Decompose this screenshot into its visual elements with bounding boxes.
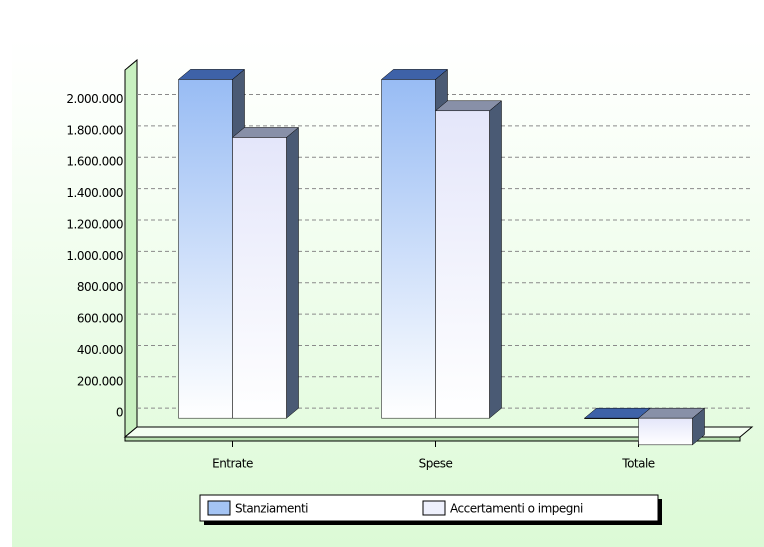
bar	[232, 137, 287, 419]
y-tick-label: 1.600.000	[66, 155, 123, 169]
bar	[435, 110, 490, 419]
bar	[381, 79, 436, 419]
y-tick-label: 1.400.000	[66, 186, 123, 200]
y-tick-label: 1.800.000	[66, 123, 123, 137]
y-tick-label: 1.200.000	[66, 217, 123, 231]
left-wall	[124, 58, 138, 439]
bar	[178, 79, 233, 419]
floor-edge	[124, 436, 741, 442]
y-tick-label: 200.000	[77, 374, 123, 388]
bar-side	[286, 126, 299, 419]
bar-top	[177, 69, 246, 80]
y-tick-label: 400.000	[77, 343, 123, 357]
bar-top	[434, 100, 503, 112]
x-tick-label: Spese	[419, 457, 453, 471]
y-tick-label: 0	[116, 406, 123, 420]
bar-side	[489, 100, 502, 419]
legend-label: Stanziamenti	[235, 502, 308, 516]
bar	[584, 417, 639, 419]
x-tick-label: Totale	[621, 457, 655, 471]
y-tick-label: 600.000	[77, 312, 123, 326]
bar-top	[231, 127, 300, 138]
bar-top	[380, 69, 449, 80]
legend-swatch	[207, 500, 231, 516]
y-tick-label: 800.000	[77, 280, 123, 294]
y-tick-label: 2.000.000	[66, 92, 123, 106]
legend-label: Accertamenti o impegni	[450, 502, 583, 516]
bar-top	[637, 407, 706, 419]
y-tick-label: 1.000.000	[66, 249, 123, 263]
bar	[638, 417, 693, 446]
legend-swatch	[422, 500, 446, 516]
x-tick-label: Entrate	[212, 457, 253, 471]
